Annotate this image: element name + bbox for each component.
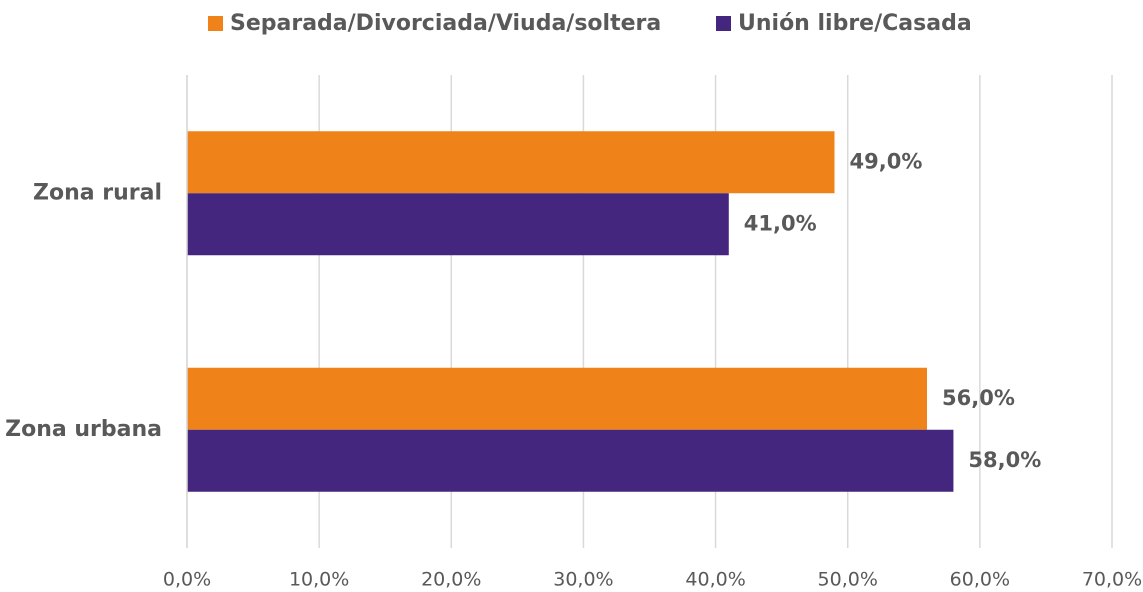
value-label: 56,0%: [942, 386, 1015, 410]
bar: [187, 131, 835, 194]
value-label: 49,0%: [850, 149, 923, 173]
x-tick-label: 0,0%: [163, 569, 211, 591]
legend-swatch: [716, 16, 731, 31]
x-tick-label: 70,0%: [1082, 569, 1142, 591]
legend-label: Unión libre/Casada: [738, 11, 972, 36]
legend-label: Separada/Divorciada/Viuda/soltera: [230, 11, 661, 36]
x-tick-label: 30,0%: [553, 569, 613, 591]
x-tick-label: 60,0%: [950, 569, 1010, 591]
value-label: 41,0%: [744, 211, 817, 235]
value-label: 58,0%: [968, 448, 1041, 472]
x-tick-label: 20,0%: [421, 569, 481, 591]
category-label: Zona urbana: [5, 417, 162, 442]
legend-swatch: [208, 16, 223, 31]
bar: [187, 193, 729, 256]
x-tick-label: 10,0%: [289, 569, 349, 591]
x-tick-label: 40,0%: [685, 569, 745, 591]
bar: [187, 367, 927, 430]
category-label: Zona rural: [33, 180, 162, 205]
x-tick-label: 50,0%: [818, 569, 878, 591]
bar: [187, 429, 954, 492]
